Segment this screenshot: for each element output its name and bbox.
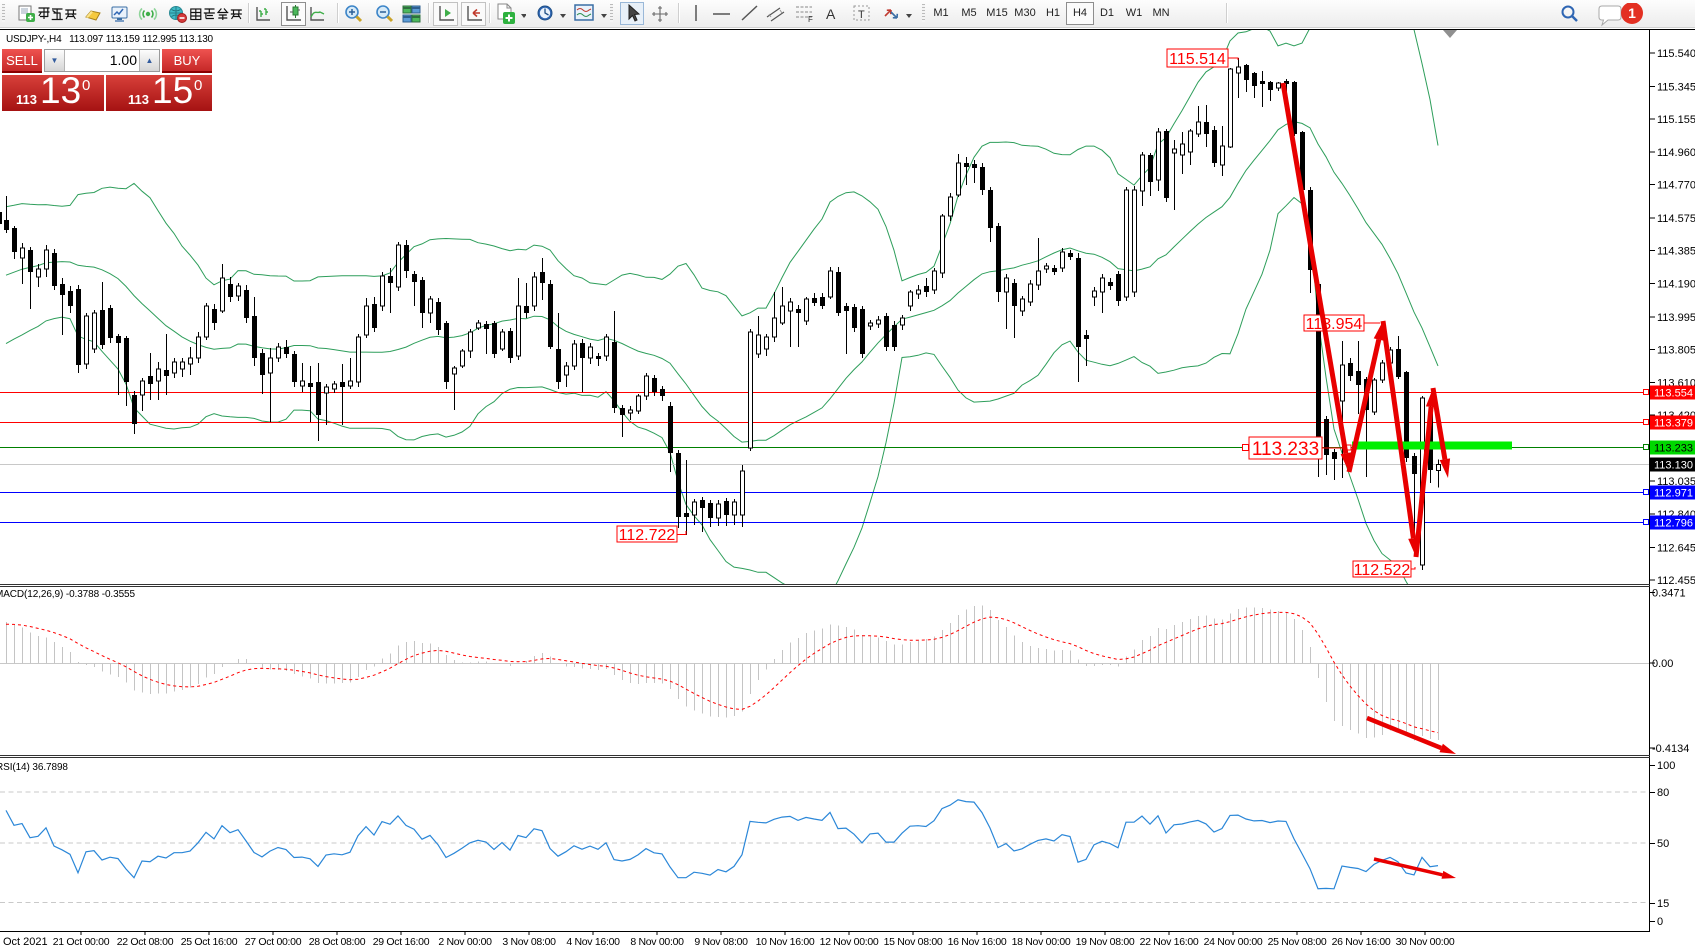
svg-text:0.00: 0.00: [1652, 658, 1673, 670]
svg-text:15 Nov 08:00: 15 Nov 08:00: [884, 936, 943, 948]
svg-text:113.379: 113.379: [1654, 418, 1693, 430]
svg-text:10 Nov 16:00: 10 Nov 16:00: [756, 936, 815, 948]
svg-text:12 Nov 00:00: 12 Nov 00:00: [820, 936, 879, 948]
svg-text:112.971: 112.971: [1654, 488, 1693, 500]
svg-text:112.522: 112.522: [1354, 562, 1411, 579]
svg-text:113.233: 113.233: [1654, 443, 1693, 455]
svg-text:29 Oct 16:00: 29 Oct 16:00: [373, 936, 430, 948]
svg-text:114.385: 114.385: [1657, 245, 1695, 257]
svg-text:115.155: 115.155: [1657, 114, 1695, 126]
svg-text:100: 100: [1657, 760, 1675, 772]
svg-text:15: 15: [1657, 898, 1669, 910]
svg-text:112.722: 112.722: [619, 527, 676, 544]
svg-text:9 Nov 08:00: 9 Nov 08:00: [694, 936, 748, 948]
svg-text:115.514: 115.514: [1169, 51, 1226, 68]
svg-text:114.190: 114.190: [1657, 279, 1695, 291]
svg-text:USDJPY-,H4 113.097 113.159 1: USDJPY-,H4 113.097 113.159 112.995 113.1…: [6, 34, 214, 45]
svg-text:114.960: 114.960: [1657, 147, 1695, 159]
svg-text:113.954: 113.954: [1306, 316, 1363, 333]
svg-text:30 Nov 00:00: 30 Nov 00:00: [1396, 936, 1455, 948]
svg-text:0.3471: 0.3471: [1652, 587, 1686, 599]
svg-text:25 Nov 08:00: 25 Nov 08:00: [1268, 936, 1327, 948]
svg-text:-0.4134: -0.4134: [1652, 743, 1689, 755]
svg-text:113.233: 113.233: [1252, 439, 1319, 460]
svg-text:113.130: 113.130: [1654, 460, 1693, 472]
svg-text:80: 80: [1657, 787, 1669, 799]
svg-text:1: 1: [1628, 5, 1636, 21]
svg-text:113.554: 113.554: [1654, 388, 1693, 400]
svg-text:16 Nov 16:00: 16 Nov 16:00: [948, 936, 1007, 948]
svg-text:T: T: [858, 9, 865, 21]
svg-text:28 Oct 08:00: 28 Oct 08:00: [309, 936, 366, 948]
svg-text:113.035: 113.035: [1657, 476, 1695, 488]
svg-text:50: 50: [1657, 838, 1669, 850]
svg-text:8 Nov 00:00: 8 Nov 00:00: [630, 936, 684, 948]
svg-text:22 Nov 16:00: 22 Nov 16:00: [1140, 936, 1199, 948]
svg-text:F: F: [808, 15, 813, 24]
svg-text:113.995: 113.995: [1657, 312, 1695, 324]
svg-text:115.345: 115.345: [1657, 81, 1695, 93]
svg-text:112.645: 112.645: [1657, 543, 1695, 555]
svg-text:112.455: 112.455: [1657, 575, 1695, 587]
svg-text:112.796: 112.796: [1654, 518, 1693, 530]
svg-text:113.805: 113.805: [1657, 344, 1695, 356]
svg-text:115.540: 115.540: [1657, 48, 1695, 60]
svg-text:19 Nov 08:00: 19 Nov 08:00: [1076, 936, 1135, 948]
svg-text:24 Nov 00:00: 24 Nov 00:00: [1204, 936, 1263, 948]
svg-text:0: 0: [1657, 916, 1663, 928]
svg-text:2 Nov 00:00: 2 Nov 00:00: [438, 936, 492, 948]
svg-text:25 Oct 16:00: 25 Oct 16:00: [181, 936, 238, 948]
svg-text:3 Nov 08:00: 3 Nov 08:00: [502, 936, 556, 948]
svg-text:114.575: 114.575: [1657, 213, 1695, 225]
svg-text:MACD(12,26,9) -0.3788 -0.3555: MACD(12,26,9) -0.3788 -0.3555: [0, 589, 135, 600]
svg-text:Oct 2021: Oct 2021: [3, 936, 48, 948]
svg-text:4 Nov 16:00: 4 Nov 16:00: [566, 936, 620, 948]
svg-text:RSI(14) 36.7898: RSI(14) 36.7898: [0, 762, 68, 773]
svg-text:114.770: 114.770: [1657, 180, 1695, 192]
svg-text:18 Nov 00:00: 18 Nov 00:00: [1012, 936, 1071, 948]
svg-text:22 Oct 08:00: 22 Oct 08:00: [117, 936, 174, 948]
svg-text:21 Oct 00:00: 21 Oct 00:00: [53, 936, 110, 948]
svg-text:27 Oct 00:00: 27 Oct 00:00: [245, 936, 302, 948]
svg-text:26 Nov 16:00: 26 Nov 16:00: [1332, 936, 1391, 948]
